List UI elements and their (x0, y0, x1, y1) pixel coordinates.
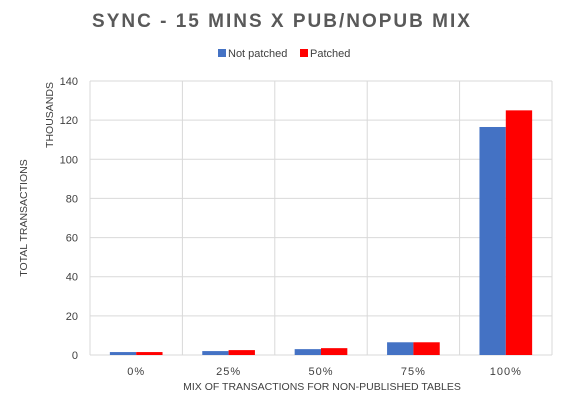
x-tick-label: 50% (308, 366, 333, 378)
bars (109, 110, 533, 355)
y-tick-label: 100 (60, 154, 78, 166)
bar-not-patched (294, 349, 321, 355)
bar-not-patched (202, 351, 229, 355)
legend-label-not-patched: Not patched (228, 48, 287, 60)
legend-swatch-patched (300, 49, 308, 57)
chart-title: SYNC - 15 MINS X PUB/NOPUB MIX (92, 11, 472, 32)
bar-patched (505, 110, 533, 355)
x-tick-label: 100% (490, 366, 522, 378)
y-axis-title: TOTAL TRANSACTIONS (18, 159, 30, 276)
y-tick-label: 120 (60, 115, 78, 127)
x-tick-label: 0% (127, 366, 145, 378)
y-axis-ticks: 0 20 40 60 80 100 120 140 (60, 76, 78, 362)
bar-not-patched (109, 352, 137, 355)
bar-patched (413, 342, 440, 355)
x-axis-title: MIX OF TRANSACTIONS FOR NON-PUBLISHED TA… (183, 381, 461, 393)
y-axis-unit-label: THOUSANDS (44, 82, 56, 148)
y-tick-label: 20 (66, 311, 78, 323)
legend: Not patched Patched (218, 48, 350, 60)
bar-not-patched (387, 342, 414, 355)
legend-label-patched: Patched (310, 48, 350, 60)
gridlines (89, 80, 553, 356)
y-tick-label: 80 (66, 193, 78, 205)
x-axis-ticks: 0% 25% 50% 75% 100% (127, 366, 522, 378)
y-tick-label: 60 (66, 233, 78, 245)
x-tick-label: 75% (401, 366, 426, 378)
legend-swatch-not-patched (218, 49, 226, 57)
x-tick-label: 25% (216, 366, 241, 378)
y-tick-label: 40 (66, 272, 78, 284)
y-tick-label: 140 (60, 76, 78, 88)
y-tick-label: 0 (72, 350, 78, 362)
bar-patched (228, 350, 255, 355)
bar-not-patched (479, 126, 506, 355)
bar-patched (321, 348, 348, 355)
bar-patched (136, 352, 163, 355)
